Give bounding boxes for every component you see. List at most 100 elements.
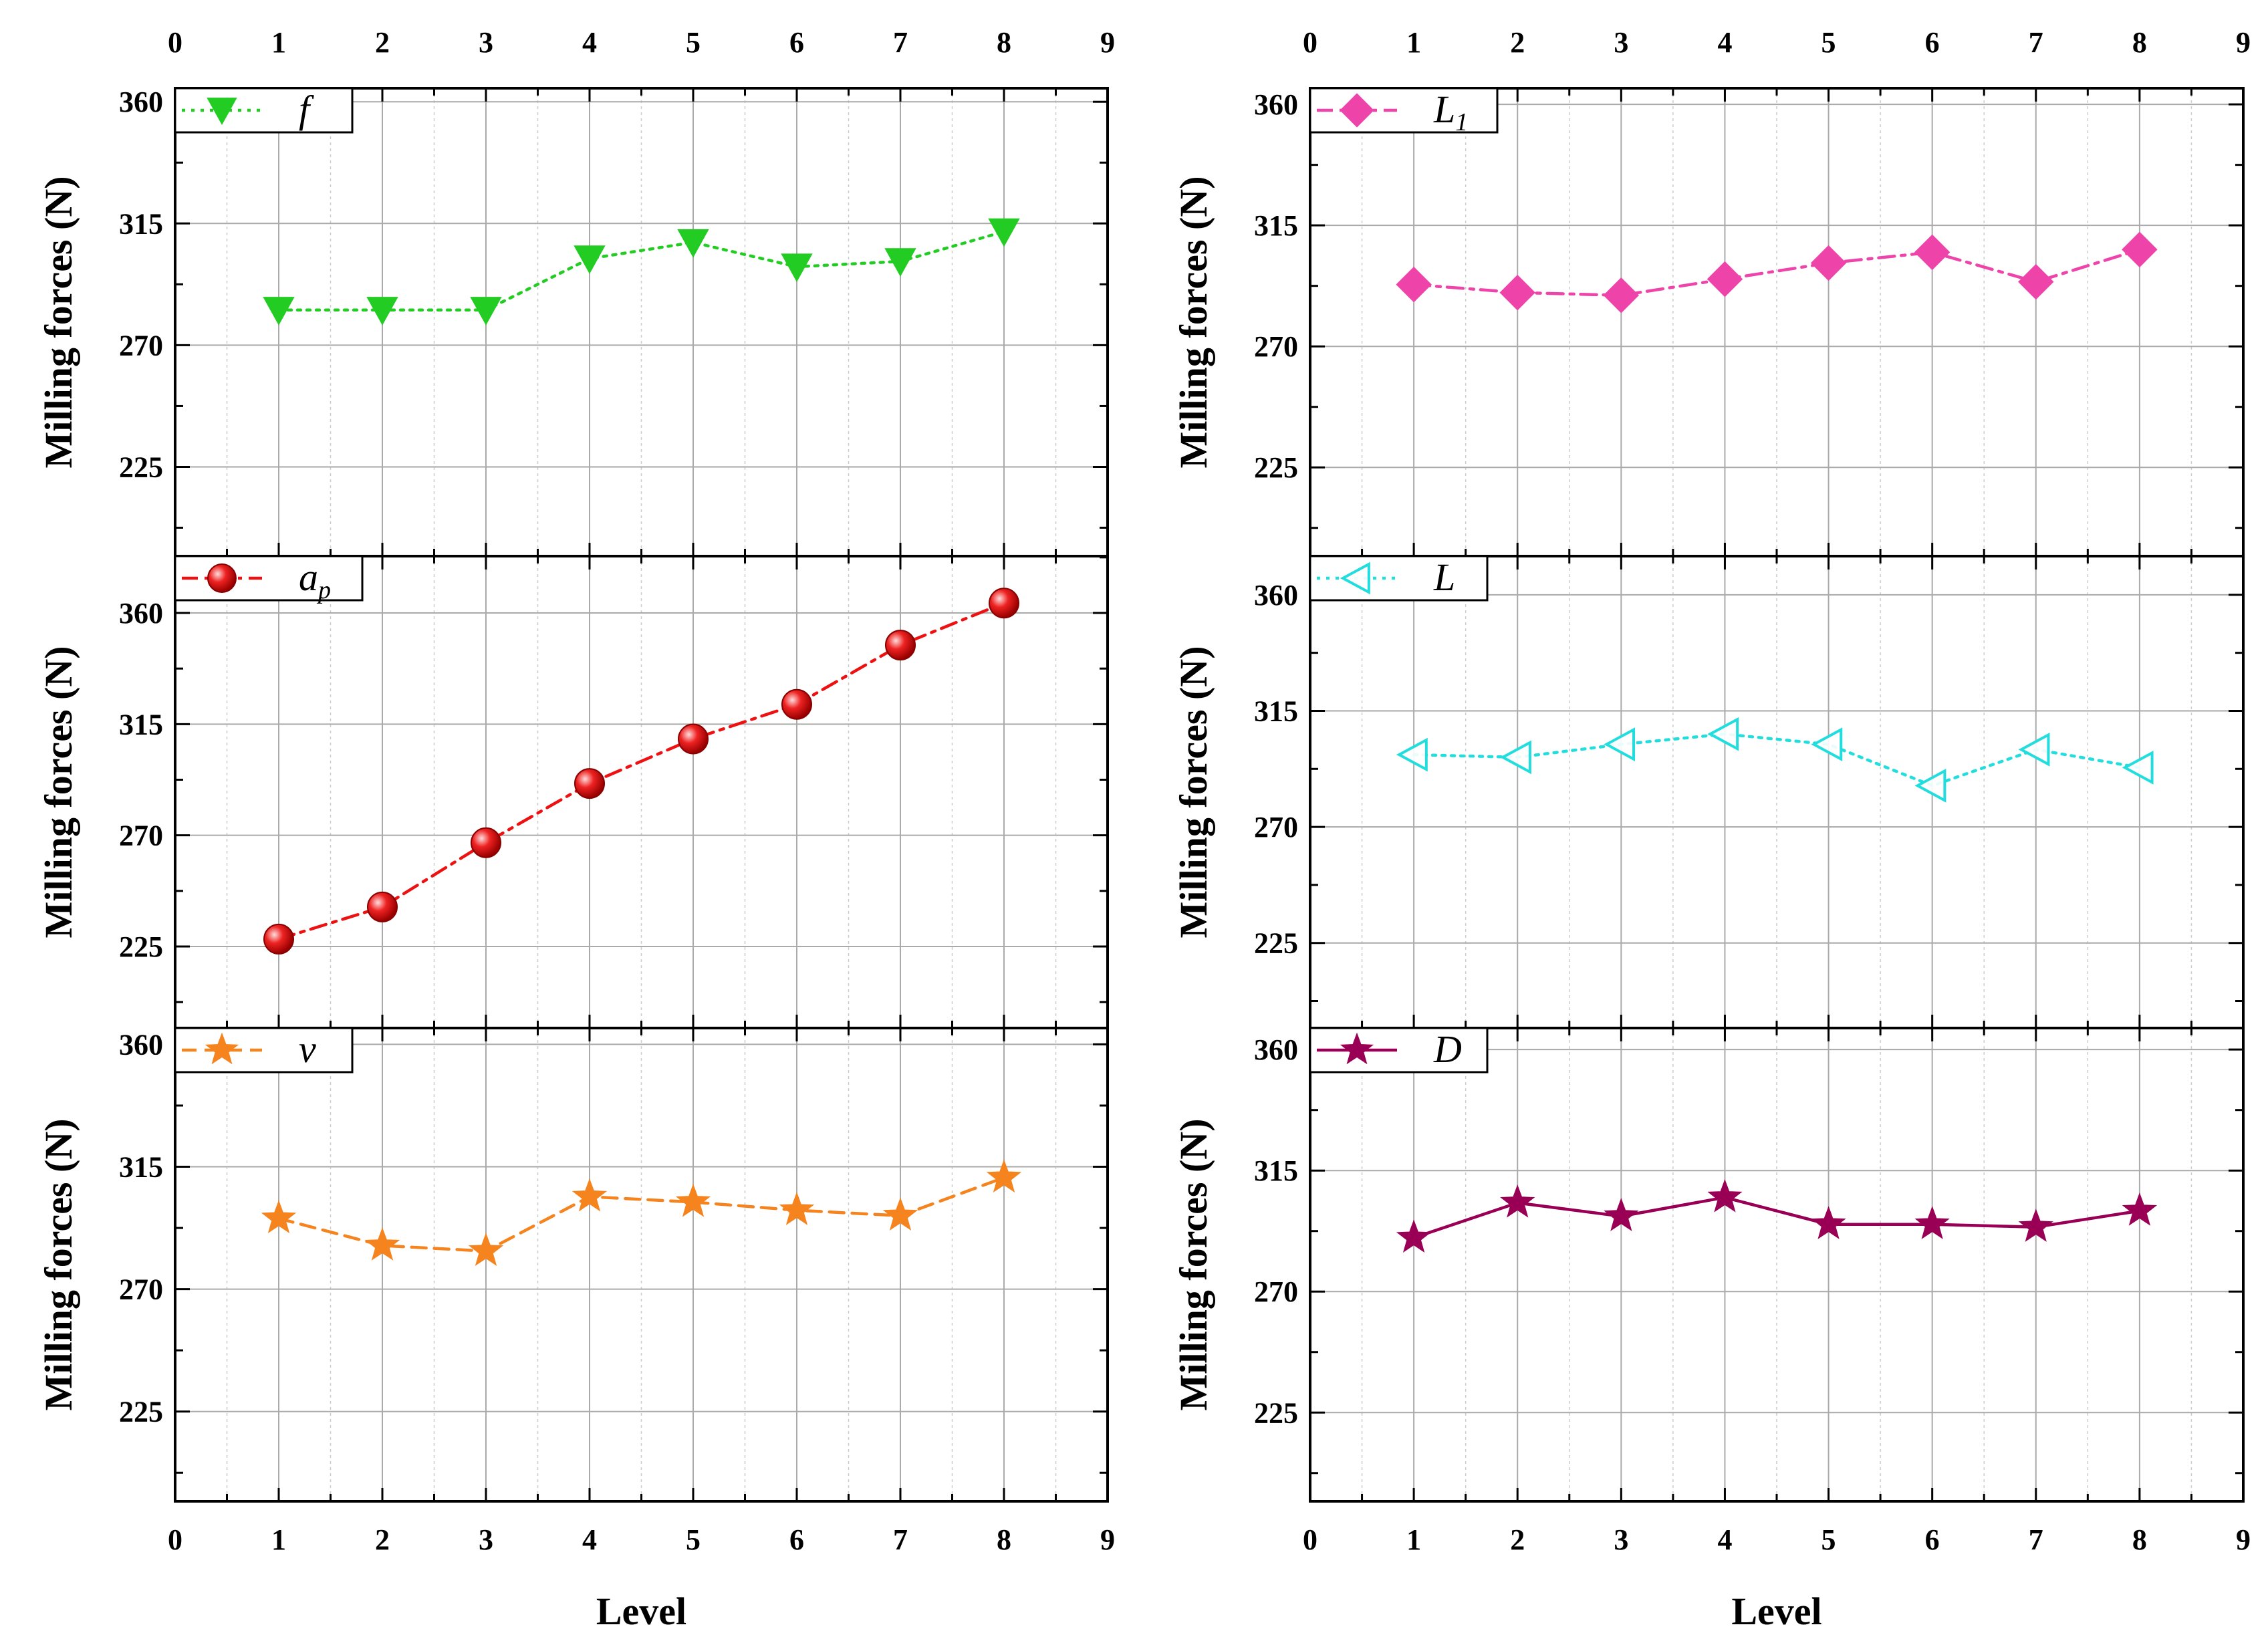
legend-marker [1340, 1032, 1374, 1065]
y-tick-label: 360 [119, 1028, 163, 1061]
x-tick-label-bottom: 8 [997, 1523, 1011, 1556]
legend-marker [1340, 561, 1370, 595]
data-point [572, 1178, 608, 1212]
data-point [2122, 231, 2158, 268]
x-tick-label-bottom: 4 [1717, 1523, 1732, 1556]
data-point [574, 245, 606, 274]
x-tick-label-top: 6 [1925, 26, 1940, 59]
data-point [1604, 1198, 1639, 1231]
x-tick-label-bottom: 4 [582, 1523, 597, 1556]
data-point [781, 253, 813, 283]
data-point [2018, 732, 2050, 767]
legend-marker [207, 563, 237, 593]
x-tick-label-top: 9 [2236, 26, 2251, 59]
y-tick-label: 225 [119, 451, 163, 483]
legend-box [174, 87, 354, 134]
data-point [261, 1200, 297, 1234]
data-point [1604, 727, 1636, 761]
x-tick-label-top: 4 [1717, 26, 1732, 59]
y-tick-label: 315 [1254, 694, 1298, 727]
y-axis-title: Milling forces (N) [37, 646, 80, 938]
data-point [779, 1192, 815, 1225]
data-point [2018, 263, 2054, 300]
legend-marker [1340, 93, 1374, 128]
data-point [364, 1227, 400, 1261]
data-point [781, 688, 812, 720]
series-line [277, 230, 1006, 312]
y-tick-label: 270 [1254, 811, 1298, 844]
y-tick-label: 315 [1254, 1154, 1298, 1187]
legend-box [1309, 87, 1499, 134]
x-tick-label-top: 9 [1100, 26, 1115, 59]
data-point [1396, 737, 1428, 772]
data-point [263, 923, 294, 955]
data-point [471, 827, 501, 858]
legend: ap [174, 555, 364, 604]
y-tick-label: 225 [1254, 1396, 1298, 1429]
data-point [2122, 750, 2154, 785]
y-axis-title: Milling forces (N) [37, 176, 80, 468]
legend: L [1309, 555, 1489, 602]
legend-box [174, 1027, 354, 1073]
data-point [678, 723, 709, 755]
data-point [468, 1233, 504, 1266]
x-axis-title: Level [596, 1590, 686, 1633]
y-tick-label: 315 [119, 207, 163, 240]
x-tick-label-top: 5 [686, 26, 701, 59]
data-point [989, 588, 1019, 619]
legend-box [174, 555, 364, 602]
series-line [1412, 248, 2142, 297]
series-line [277, 601, 1006, 941]
series-line [1412, 1196, 2142, 1240]
x-tick-label-bottom: 2 [1510, 1523, 1525, 1556]
y-tick-label: 225 [1254, 451, 1298, 484]
y-tick-label: 270 [1254, 330, 1298, 363]
y-axis-title: Milling forces (N) [1172, 646, 1215, 938]
data-point [574, 768, 605, 799]
data-point [1914, 1206, 1950, 1239]
x-tick-label-bottom: 9 [2236, 1523, 2251, 1556]
x-tick-label-top: 4 [582, 26, 597, 59]
x-tick-label-top: 1 [271, 26, 286, 59]
series-line [1412, 732, 2142, 787]
y-tick-label: 225 [119, 930, 163, 963]
x-tick-label-bottom: 9 [1100, 1523, 1115, 1556]
y-tick-label: 270 [119, 329, 163, 362]
x-tick-label-bottom: 3 [1614, 1523, 1628, 1556]
x-tick-label-bottom: 5 [1821, 1523, 1836, 1556]
x-tick-label-bottom: 1 [271, 1523, 286, 1556]
panel-left-3: 225 270 315 360 Milling forces (N) v [37, 1027, 1109, 1503]
data-point [1396, 1219, 1432, 1253]
y-axis-title: Milling forces (N) [1172, 1118, 1215, 1410]
y-axis-title: Milling forces (N) [37, 1118, 80, 1410]
x-tick-label-top: 8 [2132, 26, 2147, 59]
legend-label: L [1433, 555, 1455, 599]
y-tick-label: 270 [1254, 1275, 1298, 1308]
x-tick-label-bottom: 0 [1303, 1523, 1317, 1556]
y-tick-label: 315 [119, 708, 163, 741]
data-point [1811, 727, 1843, 761]
legend-label: D [1433, 1027, 1462, 1071]
panel-left-2: 225 270 315 360 Milling forces (N) ap [37, 555, 1109, 1029]
x-tick-label-bottom: 1 [1406, 1523, 1421, 1556]
data-point [1500, 1184, 1535, 1218]
data-point [986, 1159, 1022, 1193]
x-tick-label-top: 3 [479, 26, 493, 59]
data-point [1499, 275, 1535, 311]
x-tick-label-bottom: 7 [2029, 1523, 2043, 1556]
y-tick-label: 315 [1254, 209, 1298, 242]
data-point [1396, 266, 1432, 303]
data-point [675, 1183, 711, 1217]
y-tick-label: 360 [1254, 88, 1298, 121]
x-tick-label-bottom: 7 [893, 1523, 908, 1556]
data-point [263, 297, 295, 326]
x-tick-label-bottom: 6 [789, 1523, 804, 1556]
series-line [277, 1176, 1006, 1253]
x-tick-label-top: 5 [1821, 26, 1836, 59]
plot-frame [174, 1027, 1109, 1503]
panel-right-2: 225 270 315 360 Milling forces (N) L [1172, 555, 2245, 1029]
data-point [884, 248, 916, 277]
legend: v [174, 1027, 354, 1073]
y-tick-label: 360 [119, 597, 163, 630]
